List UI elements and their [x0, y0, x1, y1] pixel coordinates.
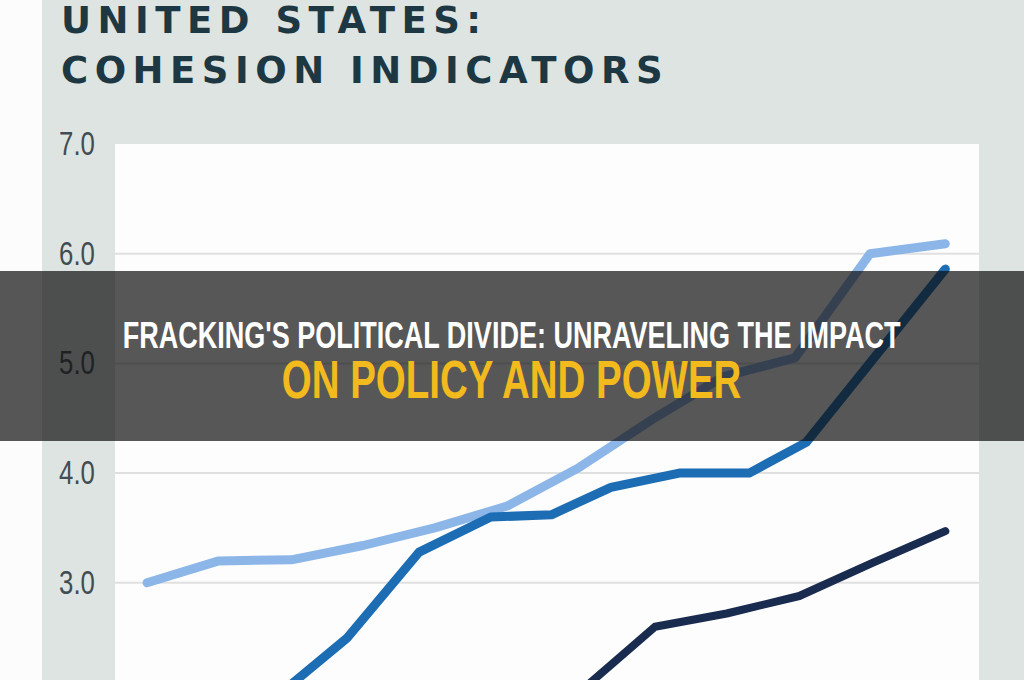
y-axis-label-4.0: 4.0	[48, 453, 106, 493]
dark-navy-series	[560, 531, 945, 680]
y-axis-label-6.0: 6.0	[48, 234, 106, 274]
y-axis-label-3.0: 3.0	[48, 563, 106, 603]
caption-line1: FRACKING'S POLITICAL DIVIDE: UNRAVELING …	[0, 317, 1024, 354]
chart-title-line1: UNITED STATES:	[61, 0, 669, 46]
caption-line2: ON POLICY AND POWER	[0, 353, 1024, 406]
chart-title-line2: COHESION INDICATORS	[61, 46, 669, 96]
y-axis-label-7.0: 7.0	[48, 124, 106, 164]
chart-title: UNITED STATES: COHESION INDICATORS	[61, 0, 669, 96]
